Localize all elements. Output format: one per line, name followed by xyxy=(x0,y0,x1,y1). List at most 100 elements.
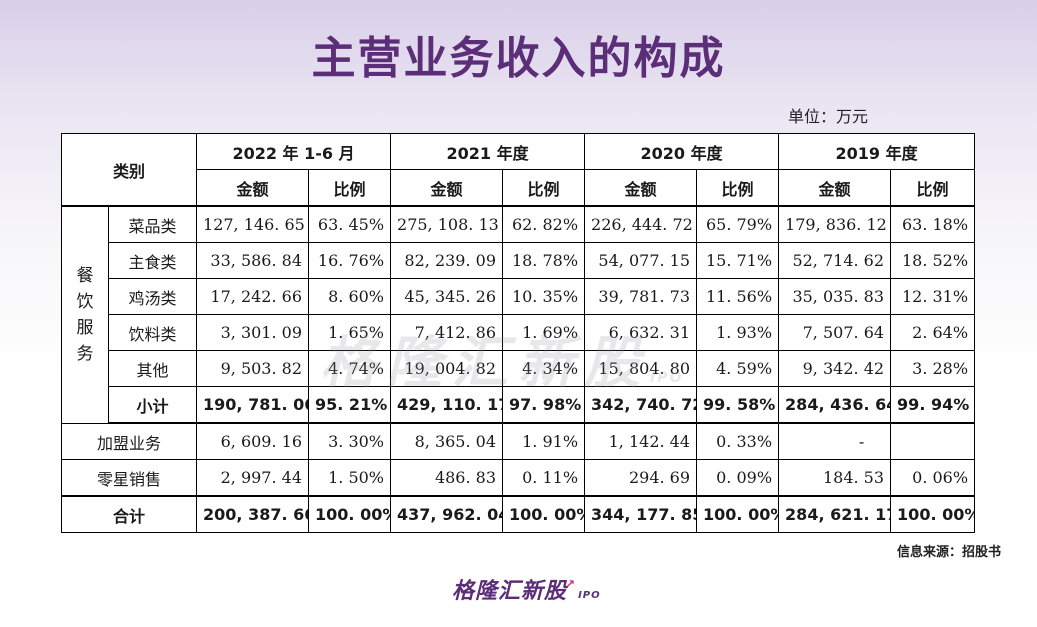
cell-value: 19, 004. 82 xyxy=(390,350,504,387)
cell-value: 200, 387. 66 xyxy=(196,495,310,533)
cell-value: 15, 804. 80 xyxy=(584,350,698,387)
cell-value: 6, 632. 31 xyxy=(584,314,698,351)
cell-value: 4. 74% xyxy=(308,350,392,387)
group-label-catering: 餐饮服务 xyxy=(61,205,109,424)
table-row: 加盟业务 6, 609. 16 3. 30% 8, 365. 04 1. 91%… xyxy=(60,422,976,460)
cell-value: 54, 077. 15 xyxy=(584,242,698,279)
cell-value: 10. 35% xyxy=(502,278,586,315)
table-row: 鸡汤类 17, 242. 66 8. 60% 45, 345. 26 10. 3… xyxy=(62,278,976,315)
header-category: 类别 xyxy=(60,133,198,207)
row-label: 鸡汤类 xyxy=(107,278,198,315)
cell-value: 1. 50% xyxy=(308,459,392,497)
cell-value: 100. 00% xyxy=(696,495,780,533)
cell-value: 17, 242. 66 xyxy=(196,278,310,315)
cell-value: 275, 108. 13 xyxy=(390,205,504,243)
table-row: 零星销售 2, 997. 44 1. 50% 486. 83 0. 11% 29… xyxy=(60,459,976,497)
cell-value: 437, 962. 04 xyxy=(390,495,504,533)
header-amount: 金额 xyxy=(390,169,504,207)
cell-value: 9, 342. 42 xyxy=(778,350,892,387)
total-row: 合计 200, 387. 66 100. 00% 437, 962. 04 10… xyxy=(60,495,976,533)
cell-value: 6, 609. 16 xyxy=(196,422,310,460)
header-row-periods: 类别 2022 年 1-6 月 2021 年度 2020 年度 2019 年度 xyxy=(60,133,976,207)
cell-value: 486. 83 xyxy=(390,459,504,497)
arrow-icon: ↗ xyxy=(565,577,577,591)
header-amount: 金额 xyxy=(778,169,892,207)
row-label: 零星销售 xyxy=(60,459,198,497)
cell-value: 3. 28% xyxy=(890,350,976,387)
cell-value: 127, 146. 65 xyxy=(196,205,310,243)
cell-value: 16. 76% xyxy=(308,242,392,279)
table-row: 主食类 33, 586. 84 16. 76% 82, 239. 09 18. … xyxy=(62,242,976,279)
cell-value: 0. 11% xyxy=(502,459,586,497)
subtotal-row: 小计 190, 781. 06 95. 21% 429, 110. 17 97.… xyxy=(62,386,976,424)
cell-value: 0. 06% xyxy=(890,459,976,497)
cell-value: 7, 412. 86 xyxy=(390,314,504,351)
cell-value: 52, 714. 62 xyxy=(778,242,892,279)
cell-value: 100. 00% xyxy=(502,495,586,533)
cell-value: 45, 345. 26 xyxy=(390,278,504,315)
cell-value: 8, 365. 04 xyxy=(390,422,504,460)
header-amount: 金额 xyxy=(196,169,310,207)
cell-value: 63. 45% xyxy=(308,205,392,243)
cell-value: 0. 33% xyxy=(696,422,780,460)
logo-suffix: IPO xyxy=(578,590,601,601)
logo-text: 格隆汇新股 xyxy=(452,579,568,604)
cell-value: 1. 69% xyxy=(502,314,586,351)
header-period: 2020 年度 xyxy=(584,133,780,170)
cell-value: 179, 836. 12 xyxy=(778,205,892,243)
table-row: 其他 9, 503. 82 4. 74% 19, 004. 82 4. 34% … xyxy=(62,350,976,387)
row-label: 其他 xyxy=(107,350,198,387)
cell-value: 184. 53 xyxy=(778,459,892,497)
cell-value: 8. 60% xyxy=(308,278,392,315)
cell-value: 97. 98% xyxy=(502,386,586,424)
header-period: 2022 年 1-6 月 xyxy=(196,133,392,170)
cell-value: 35, 035. 83 xyxy=(778,278,892,315)
revenue-table: 类别 2022 年 1-6 月 2021 年度 2020 年度 2019 年度 … xyxy=(60,133,976,533)
row-label: 加盟业务 xyxy=(60,422,198,460)
table-row: 餐饮服务 菜品类 127, 146. 65 63. 45% 275, 108. … xyxy=(61,205,976,424)
cell-value: 2. 64% xyxy=(890,314,976,351)
cell-value: 99. 58% xyxy=(696,386,780,424)
header-period: 2021 年度 xyxy=(390,133,586,170)
cell-value: 9, 503. 82 xyxy=(196,350,310,387)
row-label: 饮料类 xyxy=(107,314,198,351)
cell-value: 284, 621. 17 xyxy=(778,495,892,533)
unit-label: 单位：万元 xyxy=(788,107,869,126)
cell-value: - xyxy=(778,422,892,460)
header-ratio: 比例 xyxy=(696,169,780,207)
header-ratio: 比例 xyxy=(502,169,586,207)
header-ratio: 比例 xyxy=(890,169,976,207)
cell-value: 100. 00% xyxy=(308,495,392,533)
cell-value: 39, 781. 73 xyxy=(584,278,698,315)
brand-logo: 格隆汇新股↗IPO xyxy=(452,573,601,605)
header-amount: 金额 xyxy=(584,169,698,207)
cell-value: 2, 997. 44 xyxy=(196,459,310,497)
cell-value: 4. 59% xyxy=(696,350,780,387)
header-period: 2019 年度 xyxy=(778,133,976,170)
cell-value: 82, 239. 09 xyxy=(390,242,504,279)
cell-value: 99. 94% xyxy=(890,386,976,424)
cell-value: 3. 30% xyxy=(308,422,392,460)
cell-value: 344, 177. 85 xyxy=(584,495,698,533)
cell-value: 1. 91% xyxy=(502,422,586,460)
cell-value: 65. 79% xyxy=(696,205,780,243)
row-label: 菜品类 xyxy=(107,205,198,243)
cell-value: 190, 781. 06 xyxy=(196,386,310,424)
cell-value: 11. 56% xyxy=(696,278,780,315)
cell-value: 18. 52% xyxy=(890,242,976,279)
cell-value: 63. 18% xyxy=(890,205,976,243)
table-row: 饮料类 3, 301. 09 1. 65% 7, 412. 86 1. 69% … xyxy=(62,314,976,351)
cell-value: 0. 09% xyxy=(696,459,780,497)
cell-value: 1. 65% xyxy=(308,314,392,351)
header-ratio: 比例 xyxy=(308,169,392,207)
cell-value: 18. 78% xyxy=(502,242,586,279)
row-label: 主食类 xyxy=(107,242,198,279)
cell-value: 1, 142. 44 xyxy=(584,422,698,460)
row-label: 合计 xyxy=(60,495,198,533)
cell-value: 294. 69 xyxy=(584,459,698,497)
cell-value: 12. 31% xyxy=(890,278,976,315)
cell-value: 226, 444. 72 xyxy=(584,205,698,243)
cell-value: 1. 93% xyxy=(696,314,780,351)
cell-value: 15. 71% xyxy=(696,242,780,279)
cell-value: 95. 21% xyxy=(308,386,392,424)
